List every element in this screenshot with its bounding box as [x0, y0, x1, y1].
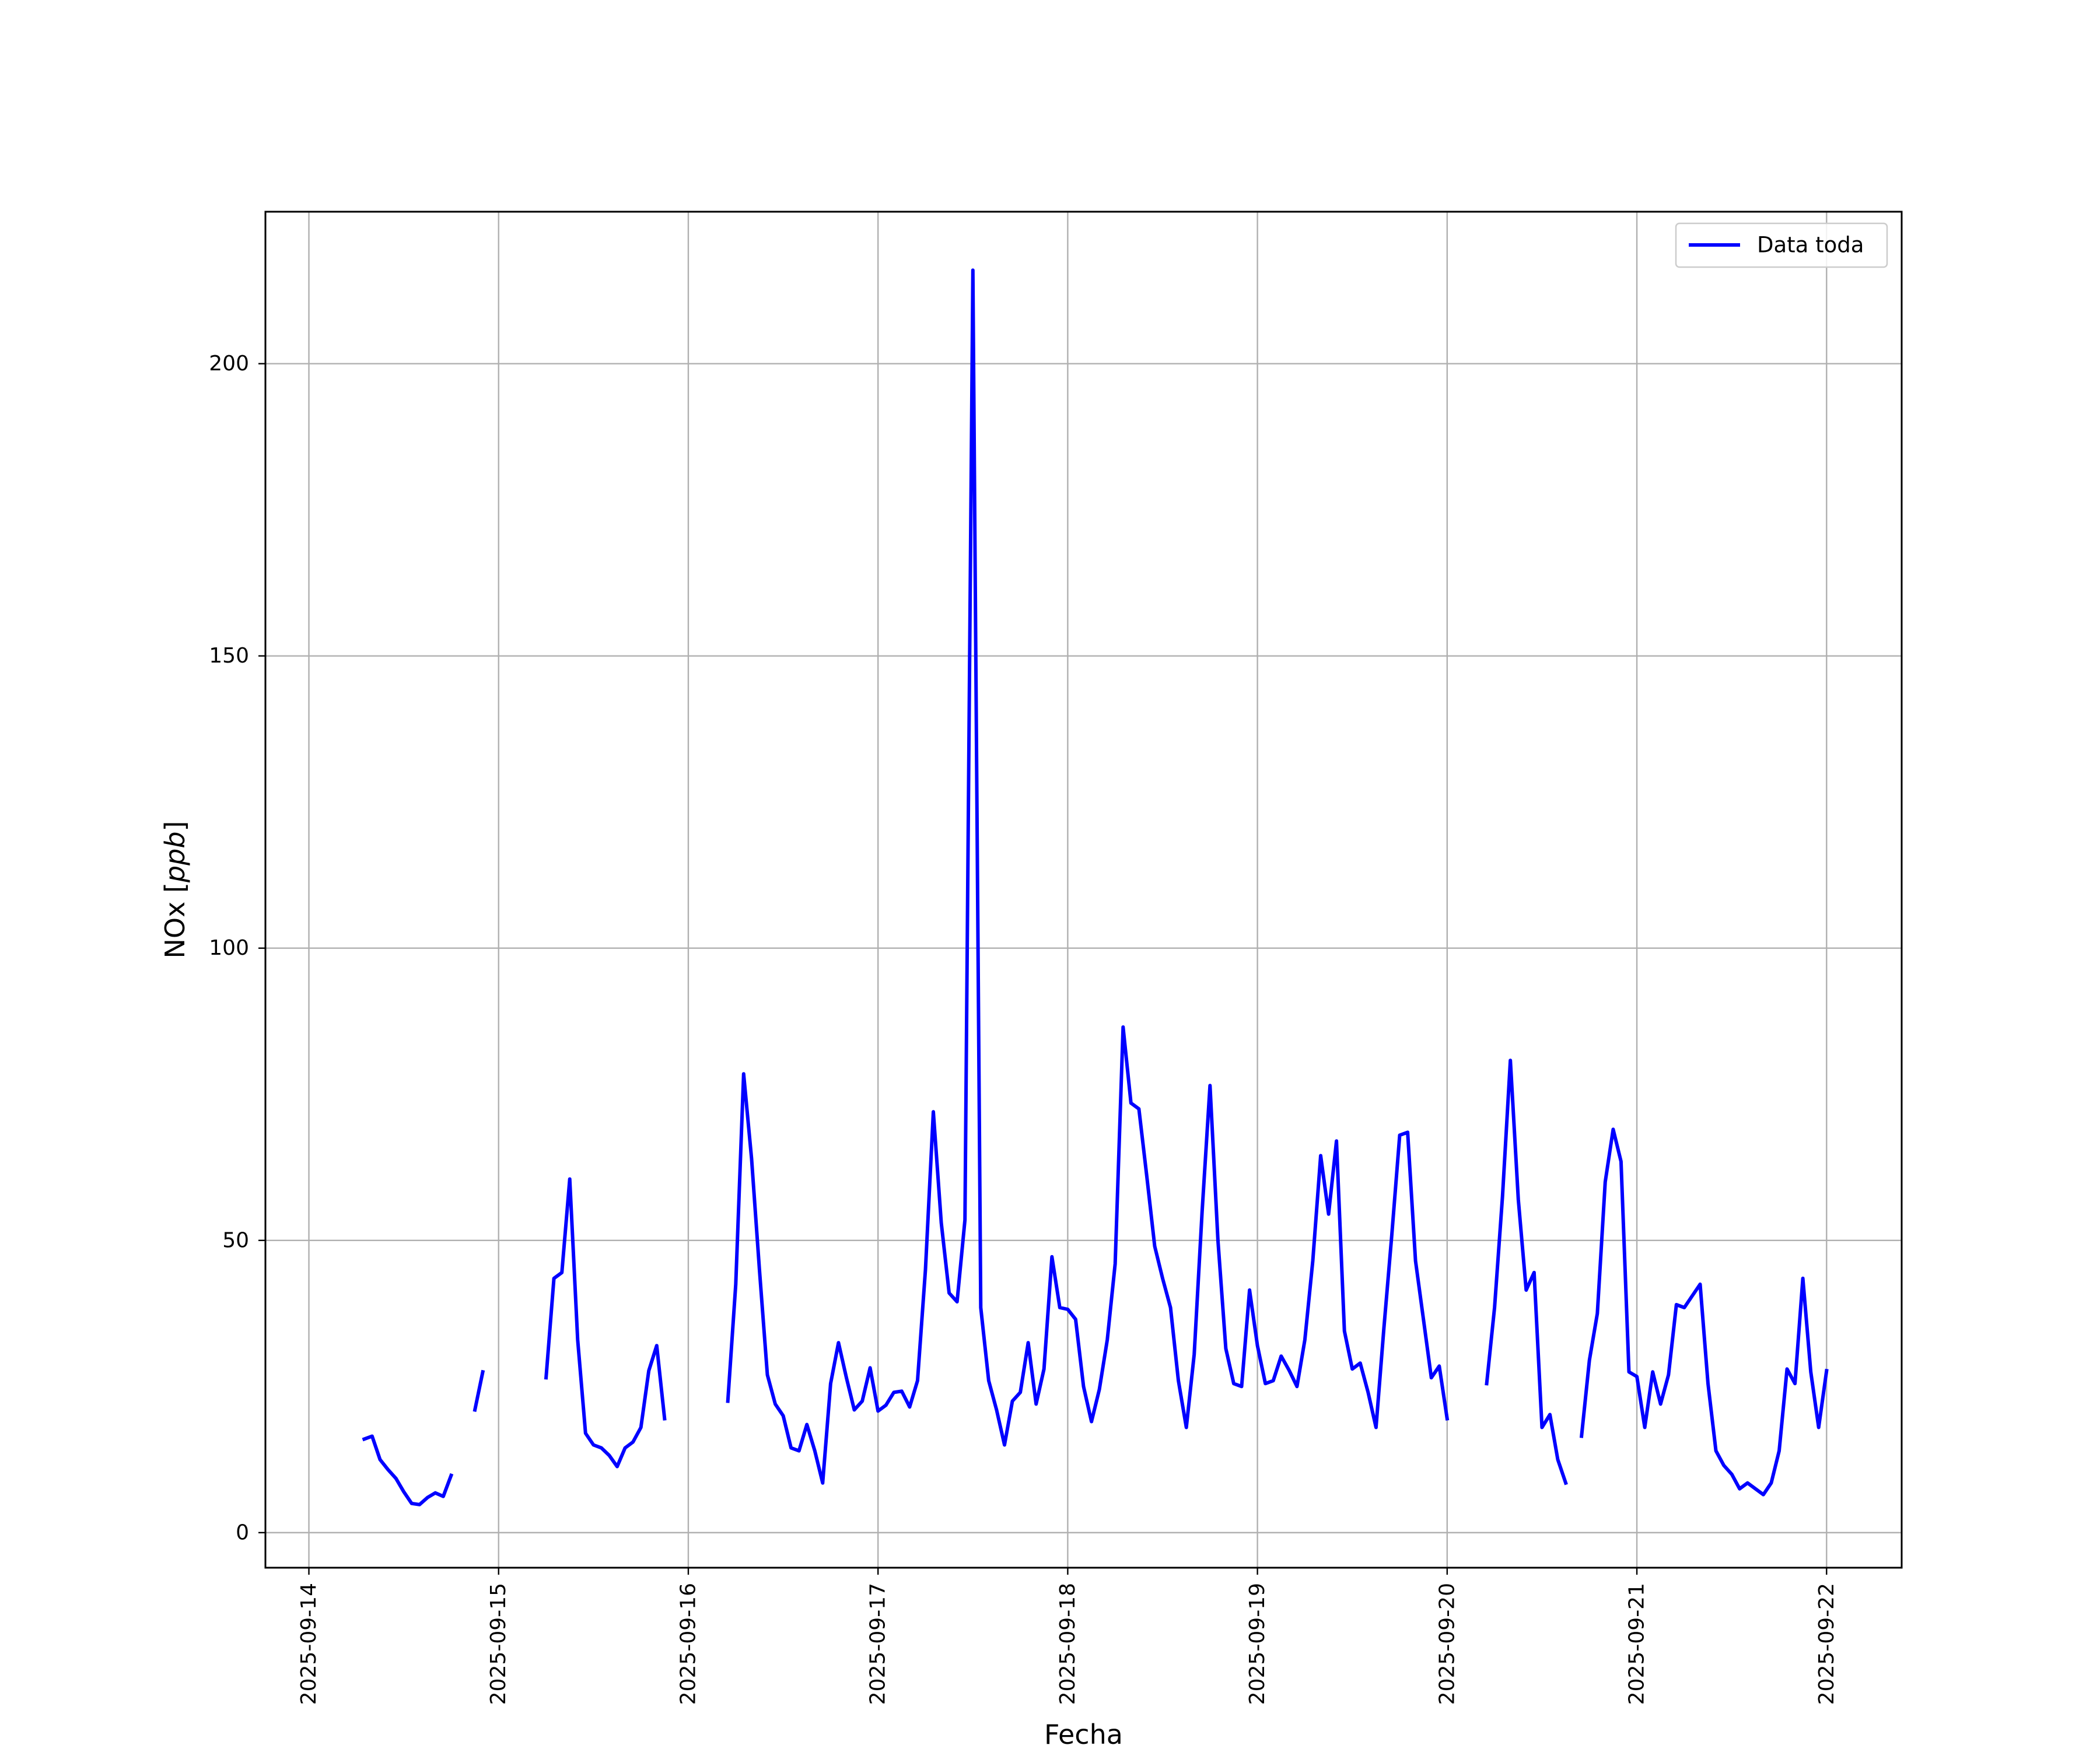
x-tick-label: 2025-09-18 — [1056, 1583, 1080, 1705]
legend-box — [1675, 222, 1888, 268]
x-axis-label: Fecha — [1044, 1719, 1123, 1750]
x-tick-label: 2025-09-16 — [676, 1583, 700, 1705]
y-tick-label: 150 — [209, 644, 249, 668]
y-tick-label: 50 — [222, 1228, 249, 1252]
x-tick-label: 2025-09-21 — [1625, 1583, 1649, 1705]
series-line-data-toda — [544, 1177, 667, 1469]
plot-frame — [264, 211, 1903, 1569]
series-line-data-toda — [1579, 1127, 1829, 1497]
series-line-data-toda — [473, 1369, 485, 1412]
legend: Data toda — [1675, 222, 1888, 268]
grid-lines — [265, 212, 1902, 1568]
x-tick-label: 2025-09-20 — [1435, 1583, 1459, 1705]
y-axis-label-close: ] — [159, 821, 191, 832]
series-line-data-toda — [1485, 1059, 1568, 1485]
y-tick-label: 100 — [209, 936, 249, 960]
y-axis-label-text: NOx [ — [159, 882, 191, 958]
data-series — [362, 268, 1829, 1506]
axis-ticks: 2025-09-14 2025-09-15 2025-09-16 2025-09-17… — [209, 352, 1838, 1705]
y-tick-label: 200 — [209, 352, 249, 376]
legend-entry-data-toda: Data toda — [1757, 233, 1864, 258]
x-tick-label: 2025-09-22 — [1815, 1583, 1839, 1705]
x-tick-label: 2025-09-15 — [487, 1583, 510, 1705]
x-tick-label: 2025-09-17 — [866, 1583, 890, 1705]
series-line-data-toda — [362, 1434, 454, 1506]
y-axis-label-unit: ppb — [159, 831, 191, 883]
y-axis-label: NOx [ppb] — [159, 821, 191, 959]
x-tick-label: 2025-09-14 — [297, 1583, 321, 1705]
x-tick-label: 2025-09-19 — [1245, 1583, 1269, 1705]
y-tick-label: 0 — [236, 1520, 249, 1544]
series-line-data-toda — [726, 268, 1450, 1485]
